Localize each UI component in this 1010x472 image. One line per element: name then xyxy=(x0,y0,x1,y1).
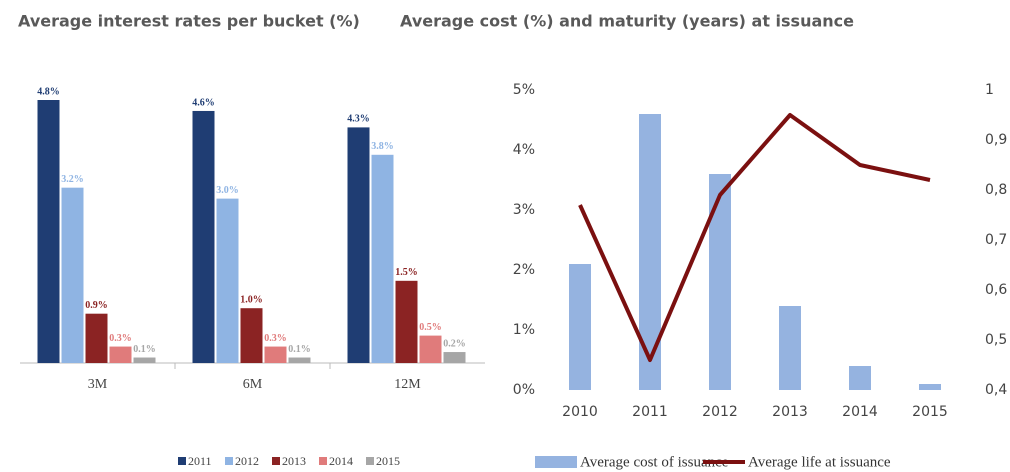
bar xyxy=(371,154,394,363)
x-tick-label: 2010 xyxy=(562,404,598,420)
legend-swatch xyxy=(272,457,280,465)
data-label: 0.1% xyxy=(133,344,156,355)
bar xyxy=(133,357,156,363)
bar xyxy=(395,280,418,363)
bar xyxy=(85,313,108,363)
data-label: 0.1% xyxy=(288,344,311,355)
bar xyxy=(709,174,731,390)
line xyxy=(578,113,931,362)
y2-tick-label: 0,9 xyxy=(985,132,1007,148)
bar xyxy=(569,264,591,390)
y-tick-label: 3% xyxy=(513,202,535,218)
bar xyxy=(216,198,239,363)
bar xyxy=(639,114,661,390)
legend-label: Average cost of issuance xyxy=(580,454,729,470)
y-tick-label: 2% xyxy=(513,262,535,278)
legend-swatch xyxy=(366,457,374,465)
x-tick-label: 2013 xyxy=(772,404,808,420)
x-tick-label: 6M xyxy=(243,377,263,392)
legend-swatch xyxy=(535,456,577,468)
data-label: 1.0% xyxy=(240,295,263,306)
bar xyxy=(61,187,84,363)
bar xyxy=(419,335,442,363)
bar xyxy=(192,110,215,363)
y-tick-label: 5% xyxy=(513,82,535,98)
x-tick-label: 2015 xyxy=(912,404,948,420)
y-tick-label: 0% xyxy=(513,382,535,398)
y2-tick-label: 1 xyxy=(985,82,994,98)
data-label: 0.2% xyxy=(443,338,466,349)
bar xyxy=(109,346,132,363)
data-label: 4.8% xyxy=(37,86,60,97)
x-tick-label: 3M xyxy=(88,377,108,392)
legend-label: 2012 xyxy=(235,454,259,468)
data-label: 4.3% xyxy=(347,114,370,125)
bar xyxy=(443,352,466,363)
data-label: 3.0% xyxy=(216,185,239,196)
legend-label: 2014 xyxy=(329,454,353,468)
data-label: 3.8% xyxy=(371,141,394,152)
bar xyxy=(779,306,801,390)
data-label: 1.5% xyxy=(395,267,418,278)
data-label: 0.5% xyxy=(419,322,442,333)
x-tick-label: 2014 xyxy=(842,404,878,420)
bar xyxy=(37,100,60,363)
bar xyxy=(288,357,311,363)
bar xyxy=(264,346,287,363)
chart-title: Average cost (%) and maturity (years) at… xyxy=(400,12,854,31)
legend-swatch xyxy=(225,457,233,465)
legend-label: 2011 xyxy=(188,454,212,468)
y-tick-label: 1% xyxy=(513,322,535,338)
data-label: 0.9% xyxy=(85,300,108,311)
data-label: 3.2% xyxy=(61,174,84,185)
y2-tick-label: 0,8 xyxy=(985,182,1007,198)
legend-swatch xyxy=(319,457,327,465)
bar xyxy=(919,384,941,390)
data-label: 0.3% xyxy=(109,333,132,344)
bar xyxy=(849,366,871,390)
legend-label: Average life at issuance xyxy=(748,454,891,470)
data-label: 0.3% xyxy=(264,333,287,344)
bar xyxy=(347,127,370,363)
legend-swatch xyxy=(178,457,186,465)
legend-label: 2015 xyxy=(376,454,400,468)
legend-label: 2013 xyxy=(282,454,306,468)
y2-tick-label: 0,4 xyxy=(985,382,1007,398)
x-tick-label: 2012 xyxy=(702,404,738,420)
x-tick-label: 2011 xyxy=(632,404,668,420)
y2-tick-label: 0,6 xyxy=(985,282,1007,298)
y-tick-label: 4% xyxy=(513,142,535,158)
data-label: 4.6% xyxy=(192,97,215,108)
x-tick-label: 12M xyxy=(394,377,421,392)
chart-title: Average interest rates per bucket (%) xyxy=(18,12,360,31)
y2-tick-label: 0,5 xyxy=(985,332,1007,348)
bar xyxy=(240,308,263,363)
y2-tick-label: 0,7 xyxy=(985,232,1007,248)
